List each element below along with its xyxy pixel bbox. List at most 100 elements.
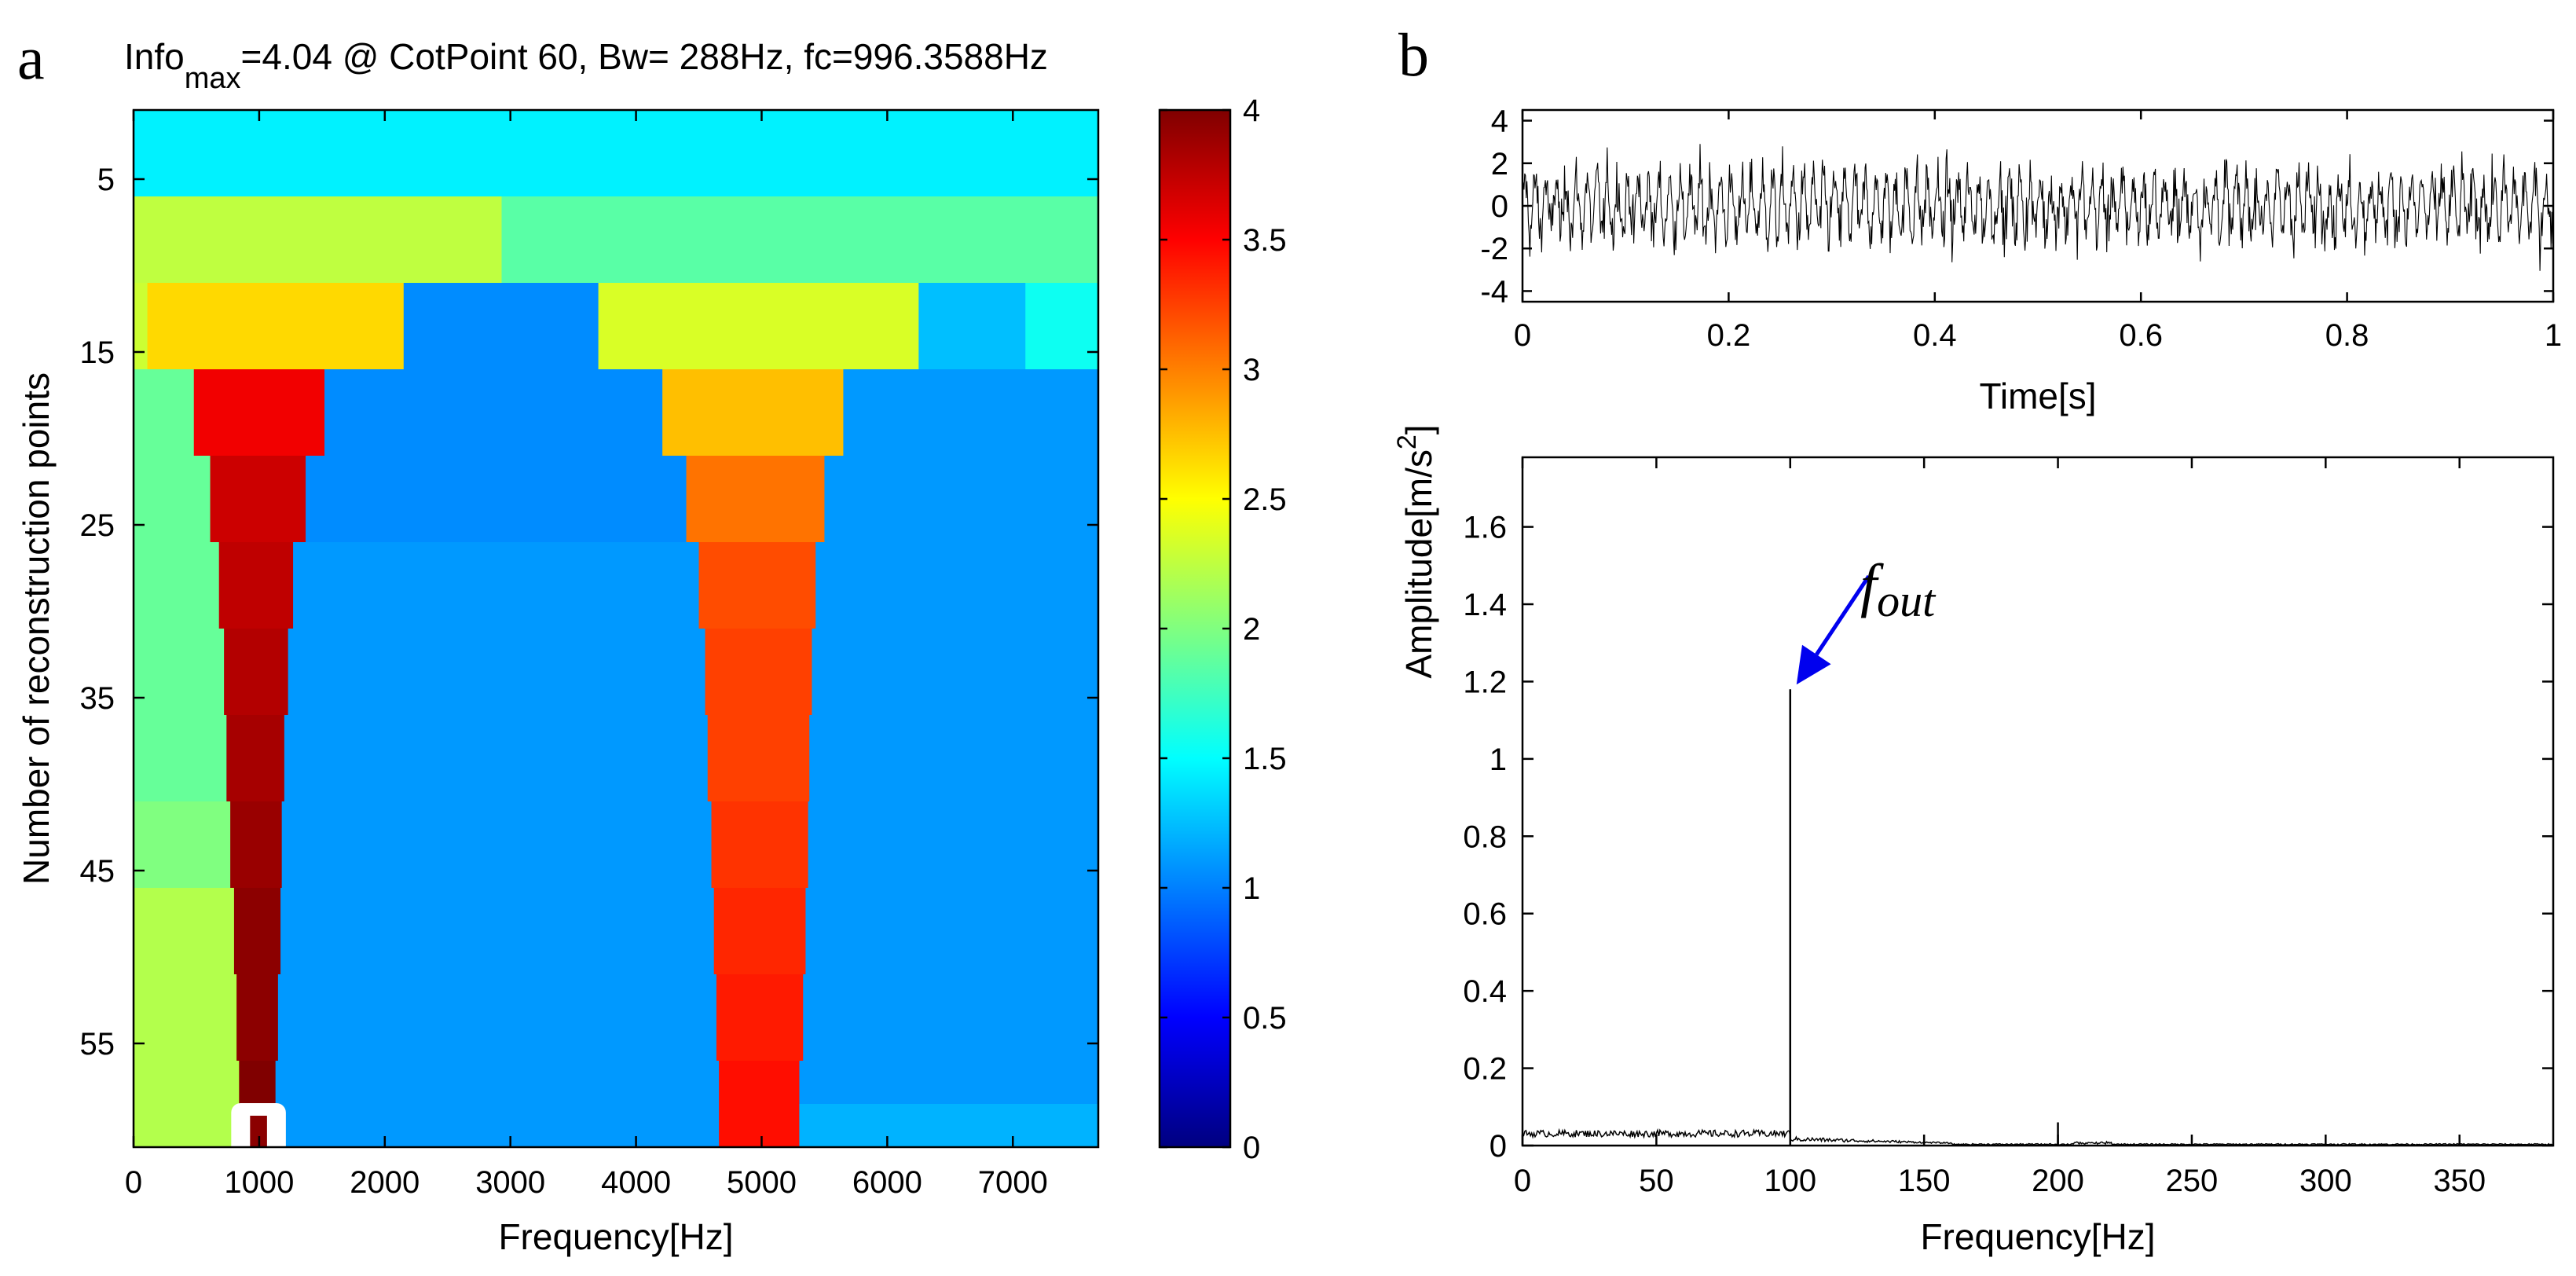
heat-cell-4-0 xyxy=(134,456,211,543)
spectrum-ylabel-end: ] xyxy=(1398,424,1439,434)
cb-tick-label-1: 0.5 xyxy=(1243,1001,1287,1036)
heat-bottom-band xyxy=(799,1104,1098,1147)
heat-cell-7-4 xyxy=(809,715,1099,802)
spectrum-frame xyxy=(1521,456,2555,1147)
sig-ytick-label-0: 4 xyxy=(1491,104,1508,139)
heat-xtick-label-2: 2000 xyxy=(350,1165,420,1200)
heat-cell-0-0 xyxy=(134,110,1099,197)
heat-cell-6-3 xyxy=(705,629,813,716)
spectrum-noise-trace xyxy=(1522,1128,2554,1146)
heat-highlight-cell xyxy=(250,1116,267,1147)
heatmap-ticks: 0 1000 2000 3000 4000 5000 6000 7000 5 15 25 35 45 55 xyxy=(80,110,1098,1200)
heat-cell-8-0 xyxy=(134,801,231,889)
panel-letter-b: b xyxy=(1398,20,1429,89)
sig-ytick-label-3: -2 xyxy=(1480,232,1508,266)
time-signal-trace xyxy=(1522,144,2554,271)
heat-xtick-label-7: 7000 xyxy=(978,1165,1048,1200)
spec-ytick-label-0: 0 xyxy=(1490,1129,1507,1164)
time-signal-ticks: 0 0.2 0.4 0.6 0.8 1 4 2 0 -2 -4 xyxy=(1480,104,2562,353)
heatmap-frame xyxy=(132,108,1100,1149)
spectrum-ylabel-main: Amplitude[m/s xyxy=(1398,449,1439,678)
heat-cell-10-0 xyxy=(134,974,237,1062)
heat-ytick-label-3: 35 xyxy=(80,681,115,716)
heat-cell-8-2 xyxy=(281,801,713,889)
spec-xtick-label-4: 200 xyxy=(2032,1164,2084,1198)
heat-cell-5-3 xyxy=(698,542,816,629)
sig-xtick-label-4: 0.8 xyxy=(2325,318,2369,353)
heat-cell-6-4 xyxy=(812,629,1099,716)
title-subscript: max xyxy=(185,62,241,95)
sig-ytick-label-1: 2 xyxy=(1491,147,1508,182)
heat-cell-9-2 xyxy=(280,888,715,975)
heat-cell-4-2 xyxy=(306,456,687,543)
heat-cell-11-0 xyxy=(134,1061,240,1148)
heat-cell-7-1 xyxy=(226,715,285,802)
heat-cell-10-3 xyxy=(716,974,804,1062)
colorbar-ticks: 0 0.5 1 1.5 2 2.5 3 3.5 4 xyxy=(1160,94,1287,1165)
spec-ytick-label-1: 0.2 xyxy=(1463,1052,1507,1087)
heat-cell-10-1 xyxy=(236,974,279,1062)
fout-arrow-head xyxy=(1796,644,1831,685)
heat-ytick-label-2: 25 xyxy=(80,508,115,543)
heat-cell-3-4 xyxy=(843,369,1099,456)
sig-xtick-label-3: 0.6 xyxy=(2119,318,2163,353)
cb-tick-label-4: 2 xyxy=(1243,612,1260,647)
heat-cell-4-1 xyxy=(210,456,306,543)
spec-ytick-label-5: 1 xyxy=(1490,742,1507,777)
heat-cell-6-1 xyxy=(224,629,289,716)
spec-ytick-label-2: 0.4 xyxy=(1463,974,1507,1009)
spec-xtick-label-6: 300 xyxy=(2299,1164,2352,1198)
heat-ytick-label-0: 5 xyxy=(97,163,115,197)
heat-cell-5-2 xyxy=(293,542,700,629)
heat-cell-4-3 xyxy=(686,456,826,543)
heat-cell-8-1 xyxy=(230,801,283,889)
heat-cell-8-4 xyxy=(808,801,1099,889)
heat-cell-10-4 xyxy=(803,974,1099,1062)
heat-cell-11-2 xyxy=(275,1061,720,1148)
spec-ytick-label-4: 0.8 xyxy=(1463,820,1507,854)
spec-xtick-label-5: 250 xyxy=(2166,1164,2219,1198)
spectrum-ylabel-sup: 2 xyxy=(1392,434,1422,449)
spec-xtick-label-7: 350 xyxy=(2433,1164,2486,1198)
cb-tick-label-8: 4 xyxy=(1243,94,1260,128)
heat-cell-9-3 xyxy=(713,888,807,975)
heatmap-xlabel: Frequency[Hz] xyxy=(498,1216,733,1257)
spec-ytick-label-6: 1.2 xyxy=(1463,665,1507,699)
spec-xtick-label-3: 150 xyxy=(1898,1164,1951,1198)
heat-xtick-label-4: 4000 xyxy=(601,1165,671,1200)
heat-xtick-label-5: 5000 xyxy=(727,1165,797,1200)
sig-xtick-label-5: 1 xyxy=(2545,318,2562,353)
time-signal-xlabel: Time[s] xyxy=(1979,376,2096,416)
heat-cell-4-4 xyxy=(824,456,1099,543)
heat-cell-9-1 xyxy=(233,888,281,975)
heat-cell-2-4 xyxy=(918,283,1026,370)
heat-cell-8-3 xyxy=(711,801,809,889)
heatmap-cells xyxy=(134,110,1099,1157)
heat-cell-7-2 xyxy=(284,715,709,802)
heat-cell-1-0 xyxy=(134,196,503,284)
heat-cell-2-3 xyxy=(598,283,919,370)
heatmap-title: Infomax=4.04 @ CotPoint 60, Bw= 288Hz, f… xyxy=(124,36,1048,95)
heat-cell-3-3 xyxy=(662,369,845,456)
cb-tick-label-5: 2.5 xyxy=(1243,482,1287,517)
heat-cell-2-0 xyxy=(134,283,148,370)
heat-xtick-label-6: 6000 xyxy=(852,1165,922,1200)
spec-ytick-label-8: 1.6 xyxy=(1463,511,1507,545)
heat-cell-3-1 xyxy=(193,369,325,456)
heat-cell-10-2 xyxy=(277,974,717,1062)
title-prefix: Info xyxy=(124,36,185,77)
fout-label-sub: out xyxy=(1877,575,1937,626)
fout-label: fout xyxy=(1860,552,1937,626)
heat-cell-6-2 xyxy=(288,629,706,716)
heat-cell-2-1 xyxy=(147,283,405,370)
heat-ytick-label-1: 15 xyxy=(80,336,115,370)
heat-cell-5-4 xyxy=(815,542,1099,629)
heat-xtick-label-0: 0 xyxy=(125,1165,142,1200)
heat-ytick-label-4: 45 xyxy=(80,854,115,889)
time-signal-plot xyxy=(1522,144,2554,271)
heat-cell-5-1 xyxy=(218,542,294,629)
sig-ytick-label-4: -4 xyxy=(1480,274,1508,309)
heatmap-ylabel: Number of reconstruction points xyxy=(16,372,57,885)
spectrum-ticks: 0 50 100 150 200 250 300 350 0 0.2 0.4 0.6 0.8 1 1.2 1.… xyxy=(1463,457,2553,1198)
